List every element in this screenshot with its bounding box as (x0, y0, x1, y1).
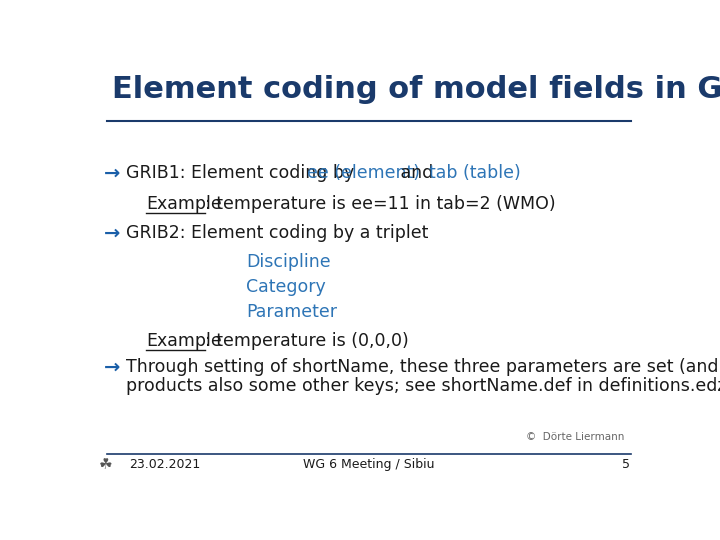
Text: Element coding of model fields in GRIB2: Element coding of model fields in GRIB2 (112, 75, 720, 104)
Text: Parameter: Parameter (246, 303, 337, 321)
Text: Example: Example (145, 332, 222, 350)
Text: Category: Category (246, 278, 326, 296)
Text: WG 6 Meeting / Sibiu: WG 6 Meeting / Sibiu (303, 458, 435, 471)
Text: GRIB2: Element coding by a triplet: GRIB2: Element coding by a triplet (126, 224, 428, 242)
Text: Discipline: Discipline (246, 253, 331, 271)
Text: : temperature is ee=11 in tab=2 (WMO): : temperature is ee=11 in tab=2 (WMO) (204, 195, 555, 213)
Text: ☘: ☘ (99, 457, 112, 472)
Text: ©  Dörte Liermann: © Dörte Liermann (526, 432, 625, 442)
Text: tab (table): tab (table) (429, 164, 521, 182)
Text: →: → (104, 224, 120, 242)
Text: 23.02.2021: 23.02.2021 (129, 458, 200, 471)
Text: products also some other keys; see shortName.def in definitions.edzw): products also some other keys; see short… (126, 377, 720, 395)
Text: and: and (395, 164, 438, 182)
Text: →: → (104, 164, 120, 183)
Text: Example: Example (145, 195, 222, 213)
Text: : temperature is (0,0,0): : temperature is (0,0,0) (204, 332, 408, 350)
Text: 5: 5 (621, 458, 630, 471)
Text: Through setting of shortName, these three parameters are set (and for some: Through setting of shortName, these thre… (126, 358, 720, 376)
Text: →: → (104, 357, 120, 376)
Text: GRIB1: Element coding by: GRIB1: Element coding by (126, 164, 360, 182)
Text: ee (element): ee (element) (307, 164, 420, 182)
